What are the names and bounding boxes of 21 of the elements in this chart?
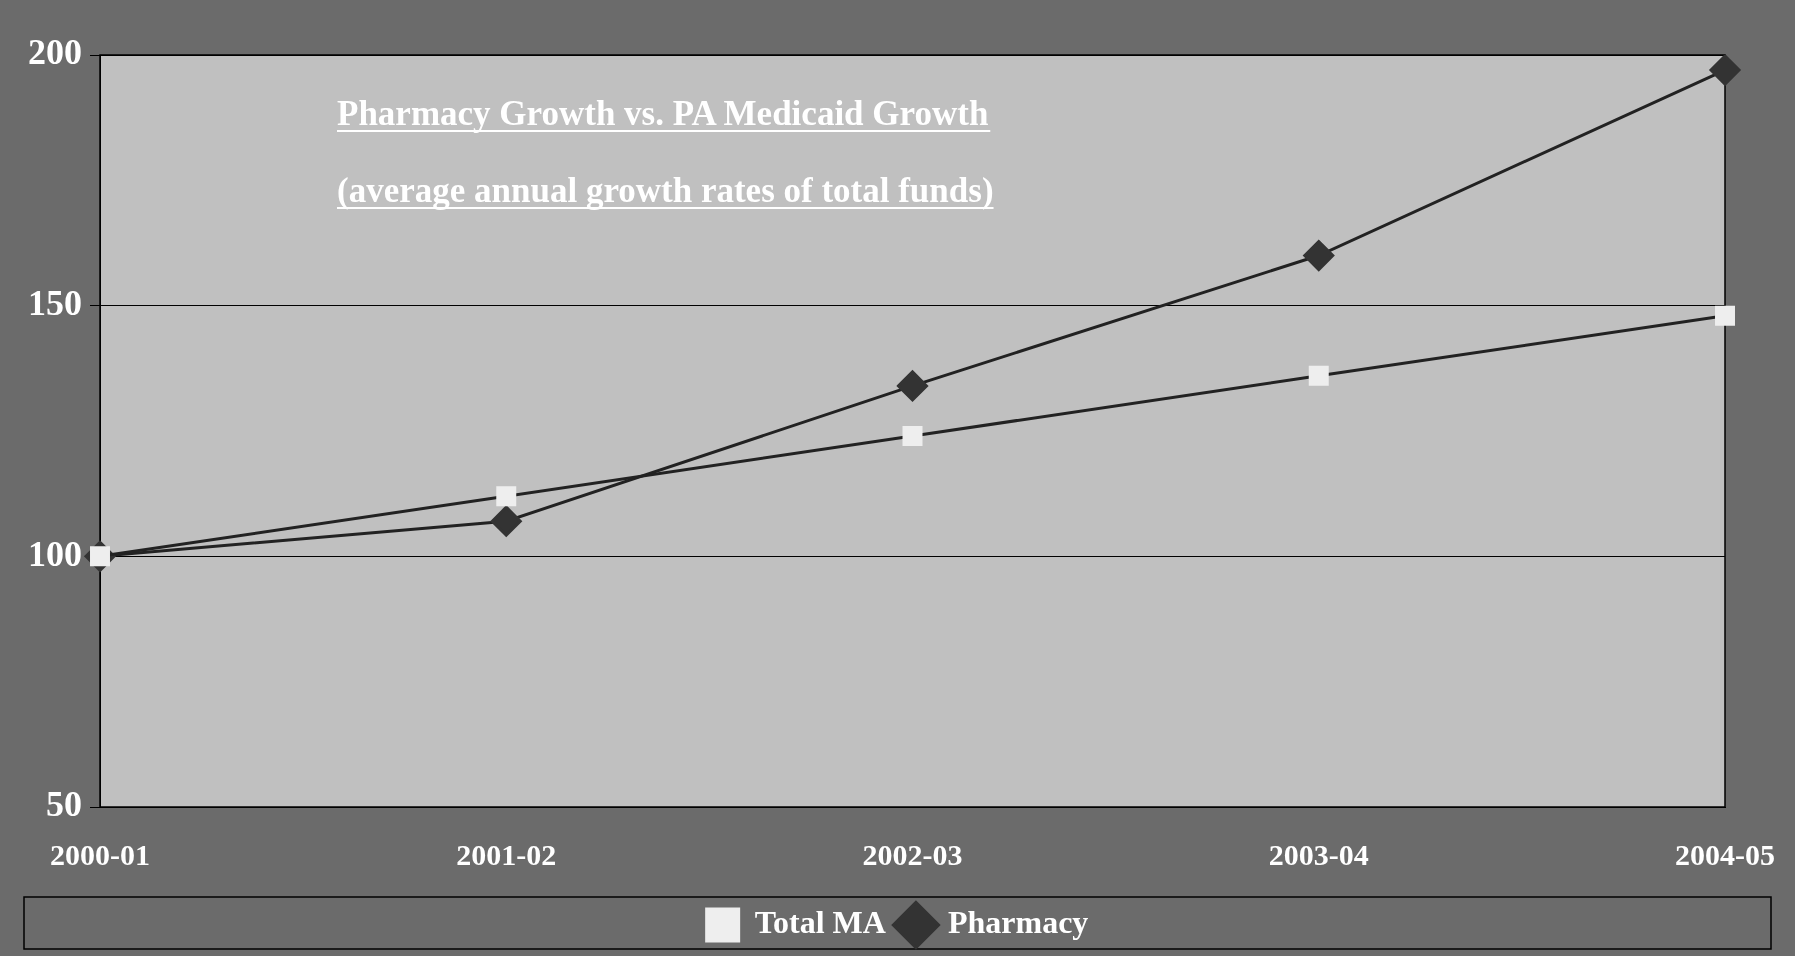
point bbox=[1709, 55, 1741, 86]
point bbox=[1303, 240, 1335, 272]
text: Pharmacy Growth vs. PA Medicaid Growth bbox=[337, 94, 989, 133]
x-tick-label: 2001-02 bbox=[456, 837, 557, 871]
x-tick-label: 2003-04 bbox=[1268, 837, 1369, 871]
y-tick-label: 200 bbox=[28, 32, 82, 73]
y-tick-label: 100 bbox=[28, 533, 82, 574]
x-tick-label: 2000-01 bbox=[50, 837, 150, 871]
legend-label: Total MA bbox=[754, 904, 886, 941]
y-tick-label: 150 bbox=[28, 282, 82, 323]
y-tick-label: 50 bbox=[46, 784, 82, 825]
point bbox=[902, 426, 923, 446]
x-tick-label: 2002-03 bbox=[862, 837, 963, 871]
x-tick-label: 2004-05 bbox=[1675, 837, 1775, 871]
point bbox=[496, 486, 517, 507]
point bbox=[1715, 305, 1735, 326]
legend-label: Pharmacy bbox=[947, 904, 1089, 941]
point bbox=[490, 505, 522, 537]
point bbox=[897, 370, 928, 402]
text: (average annual growth rates of total funds) bbox=[337, 171, 994, 210]
point bbox=[1308, 365, 1329, 386]
